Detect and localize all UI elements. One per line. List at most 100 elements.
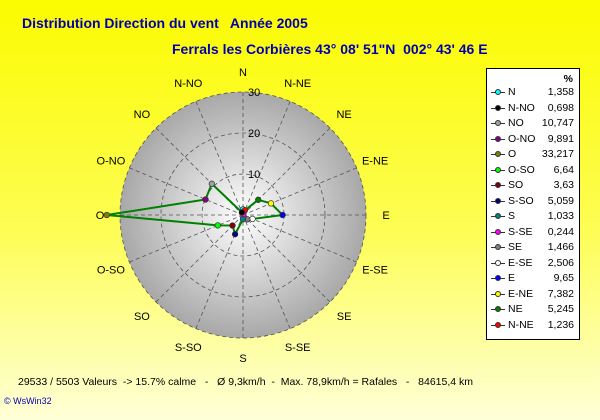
chart-subtitle: Ferrals les Corbières 43° 08' 51"N 002° …	[172, 41, 488, 57]
legend-item-s-se: S-SE 0,244	[487, 226, 579, 239]
legend-marker-icon	[495, 275, 501, 281]
legend-value: 6,64	[553, 163, 574, 176]
legend-item-s: S 1,033	[487, 210, 579, 223]
legend-value: 1,466	[547, 241, 574, 253]
legend-item-se: SE 1,466	[487, 241, 579, 254]
legend-value: 1,236	[547, 318, 574, 331]
direction-label-no: NO	[134, 109, 151, 121]
legend-marker-icon	[495, 166, 501, 173]
direction-label-n-ne: N-NE	[284, 78, 311, 90]
legend-label: N-NE	[508, 318, 534, 331]
legend-label: O-SO	[508, 163, 535, 176]
point-s	[239, 216, 247, 223]
legend-item-s-so: S-SO 5,059	[487, 195, 579, 208]
legend-marker-icon	[495, 306, 501, 312]
direction-label-n-no: N-NO	[174, 78, 203, 90]
legend-marker-icon	[495, 228, 501, 235]
point-o-no	[202, 196, 209, 203]
legend-item-e-se: E-SE 2,506	[487, 257, 579, 270]
direction-label-e-ne: E-NE	[362, 155, 388, 167]
legend-label: NE	[508, 303, 523, 315]
legend-item-n: N 1,358	[487, 86, 579, 99]
legend-value: 0,244	[547, 225, 574, 238]
legend-marker-icon	[495, 135, 501, 142]
legend-item-o: O 33,217	[487, 148, 579, 161]
legend-marker-icon	[495, 89, 501, 95]
legend-marker-icon	[495, 120, 501, 126]
point-e	[279, 211, 286, 219]
legend-label: N	[508, 86, 516, 98]
legend-value: 7,382	[547, 287, 574, 300]
legend-label: E-SE	[508, 256, 533, 269]
legend-marker-icon	[495, 244, 501, 250]
legend-marker-icon	[495, 290, 501, 297]
legend-marker-icon	[495, 182, 501, 188]
legend-value: 1,033	[547, 210, 574, 222]
direction-label-se: SE	[337, 311, 352, 323]
legend-value: 2,506	[547, 256, 574, 269]
legend-marker-icon	[495, 104, 501, 111]
legend-marker-icon	[495, 151, 501, 157]
legend-marker-icon	[495, 321, 501, 328]
legend-value: 10,747	[541, 117, 574, 129]
legend-value: 5,059	[547, 194, 574, 207]
footer-stats: 29533 / 5503 Valeurs -> 15.7% calme - Ø …	[18, 376, 474, 388]
legend-label: O	[508, 148, 517, 160]
legend-value: 3,63	[553, 179, 574, 191]
radial-tick-label-3: 30	[248, 87, 260, 99]
legend-label: E	[508, 272, 516, 284]
legend-item-o-no: O-NO 9,891	[487, 133, 579, 146]
legend-value: 0,698	[547, 101, 574, 114]
legend-label: O-NO	[508, 132, 536, 145]
legend-value: 33,217	[541, 148, 574, 160]
direction-label-e: E	[382, 210, 389, 222]
legend-label: SE	[508, 241, 523, 253]
legend-item-n-no: N-NO 0,698	[487, 102, 579, 115]
legend-marker-icon	[495, 213, 501, 219]
legend-marker-icon	[495, 259, 501, 266]
legend-value: 1,358	[547, 86, 574, 98]
chart-title: Distribution Direction du vent Année 200…	[22, 15, 308, 31]
legend-item-e: E 9,65	[487, 272, 579, 285]
point-so	[229, 222, 236, 229]
radial-tick-label-2: 20	[248, 128, 260, 140]
legend-label: SO	[508, 179, 524, 191]
point-e-se	[249, 215, 256, 223]
point-o-so	[214, 222, 221, 229]
legend-value: 9,891	[547, 132, 574, 145]
direction-label-n: N	[239, 67, 247, 79]
legend-header: %	[563, 73, 573, 85]
legend-label: S-SO	[508, 194, 534, 207]
direction-label-o-no: O-NO	[97, 155, 126, 167]
legend-item-no: NO 10,747	[487, 117, 579, 130]
point-n-no	[238, 209, 246, 216]
legend-marker-icon	[495, 197, 501, 204]
legend-value: 9,65	[553, 272, 574, 284]
direction-label-so: SO	[134, 311, 150, 323]
credit: © WsWin32	[4, 396, 52, 406]
legend-item-so: SO 3,63	[487, 179, 579, 192]
legend-item-n-ne: N-NE 1,236	[487, 319, 579, 332]
legend-label: S	[508, 210, 516, 222]
legend: % N 1,358 N-NO 0,698 NO 10,747 O-NO 9,891 O 33,21…	[486, 68, 580, 340]
direction-label-ne: NE	[336, 109, 351, 121]
point-s-so	[231, 231, 239, 238]
legend-label: N-NO	[508, 101, 535, 114]
direction-label-s-se: S-SE	[285, 342, 311, 354]
legend-item-e-ne: E-NE 7,382	[487, 288, 579, 301]
direction-label-o: O	[96, 210, 105, 222]
point-ne	[255, 196, 262, 203]
direction-label-s: S	[239, 353, 246, 365]
legend-item-ne: NE 5,245	[487, 303, 579, 316]
legend-item-o-so: O-SO 6,64	[487, 164, 579, 177]
direction-label-s-so: S-SO	[175, 342, 202, 354]
legend-label: E-NE	[508, 287, 534, 300]
direction-label-e-se: E-SE	[362, 265, 388, 277]
direction-label-o-so: O-SO	[97, 265, 126, 277]
point-no	[208, 180, 215, 187]
point-o	[103, 211, 110, 219]
grid-ring-2	[160, 132, 326, 298]
radial-tick-label-1: 10	[248, 169, 260, 181]
